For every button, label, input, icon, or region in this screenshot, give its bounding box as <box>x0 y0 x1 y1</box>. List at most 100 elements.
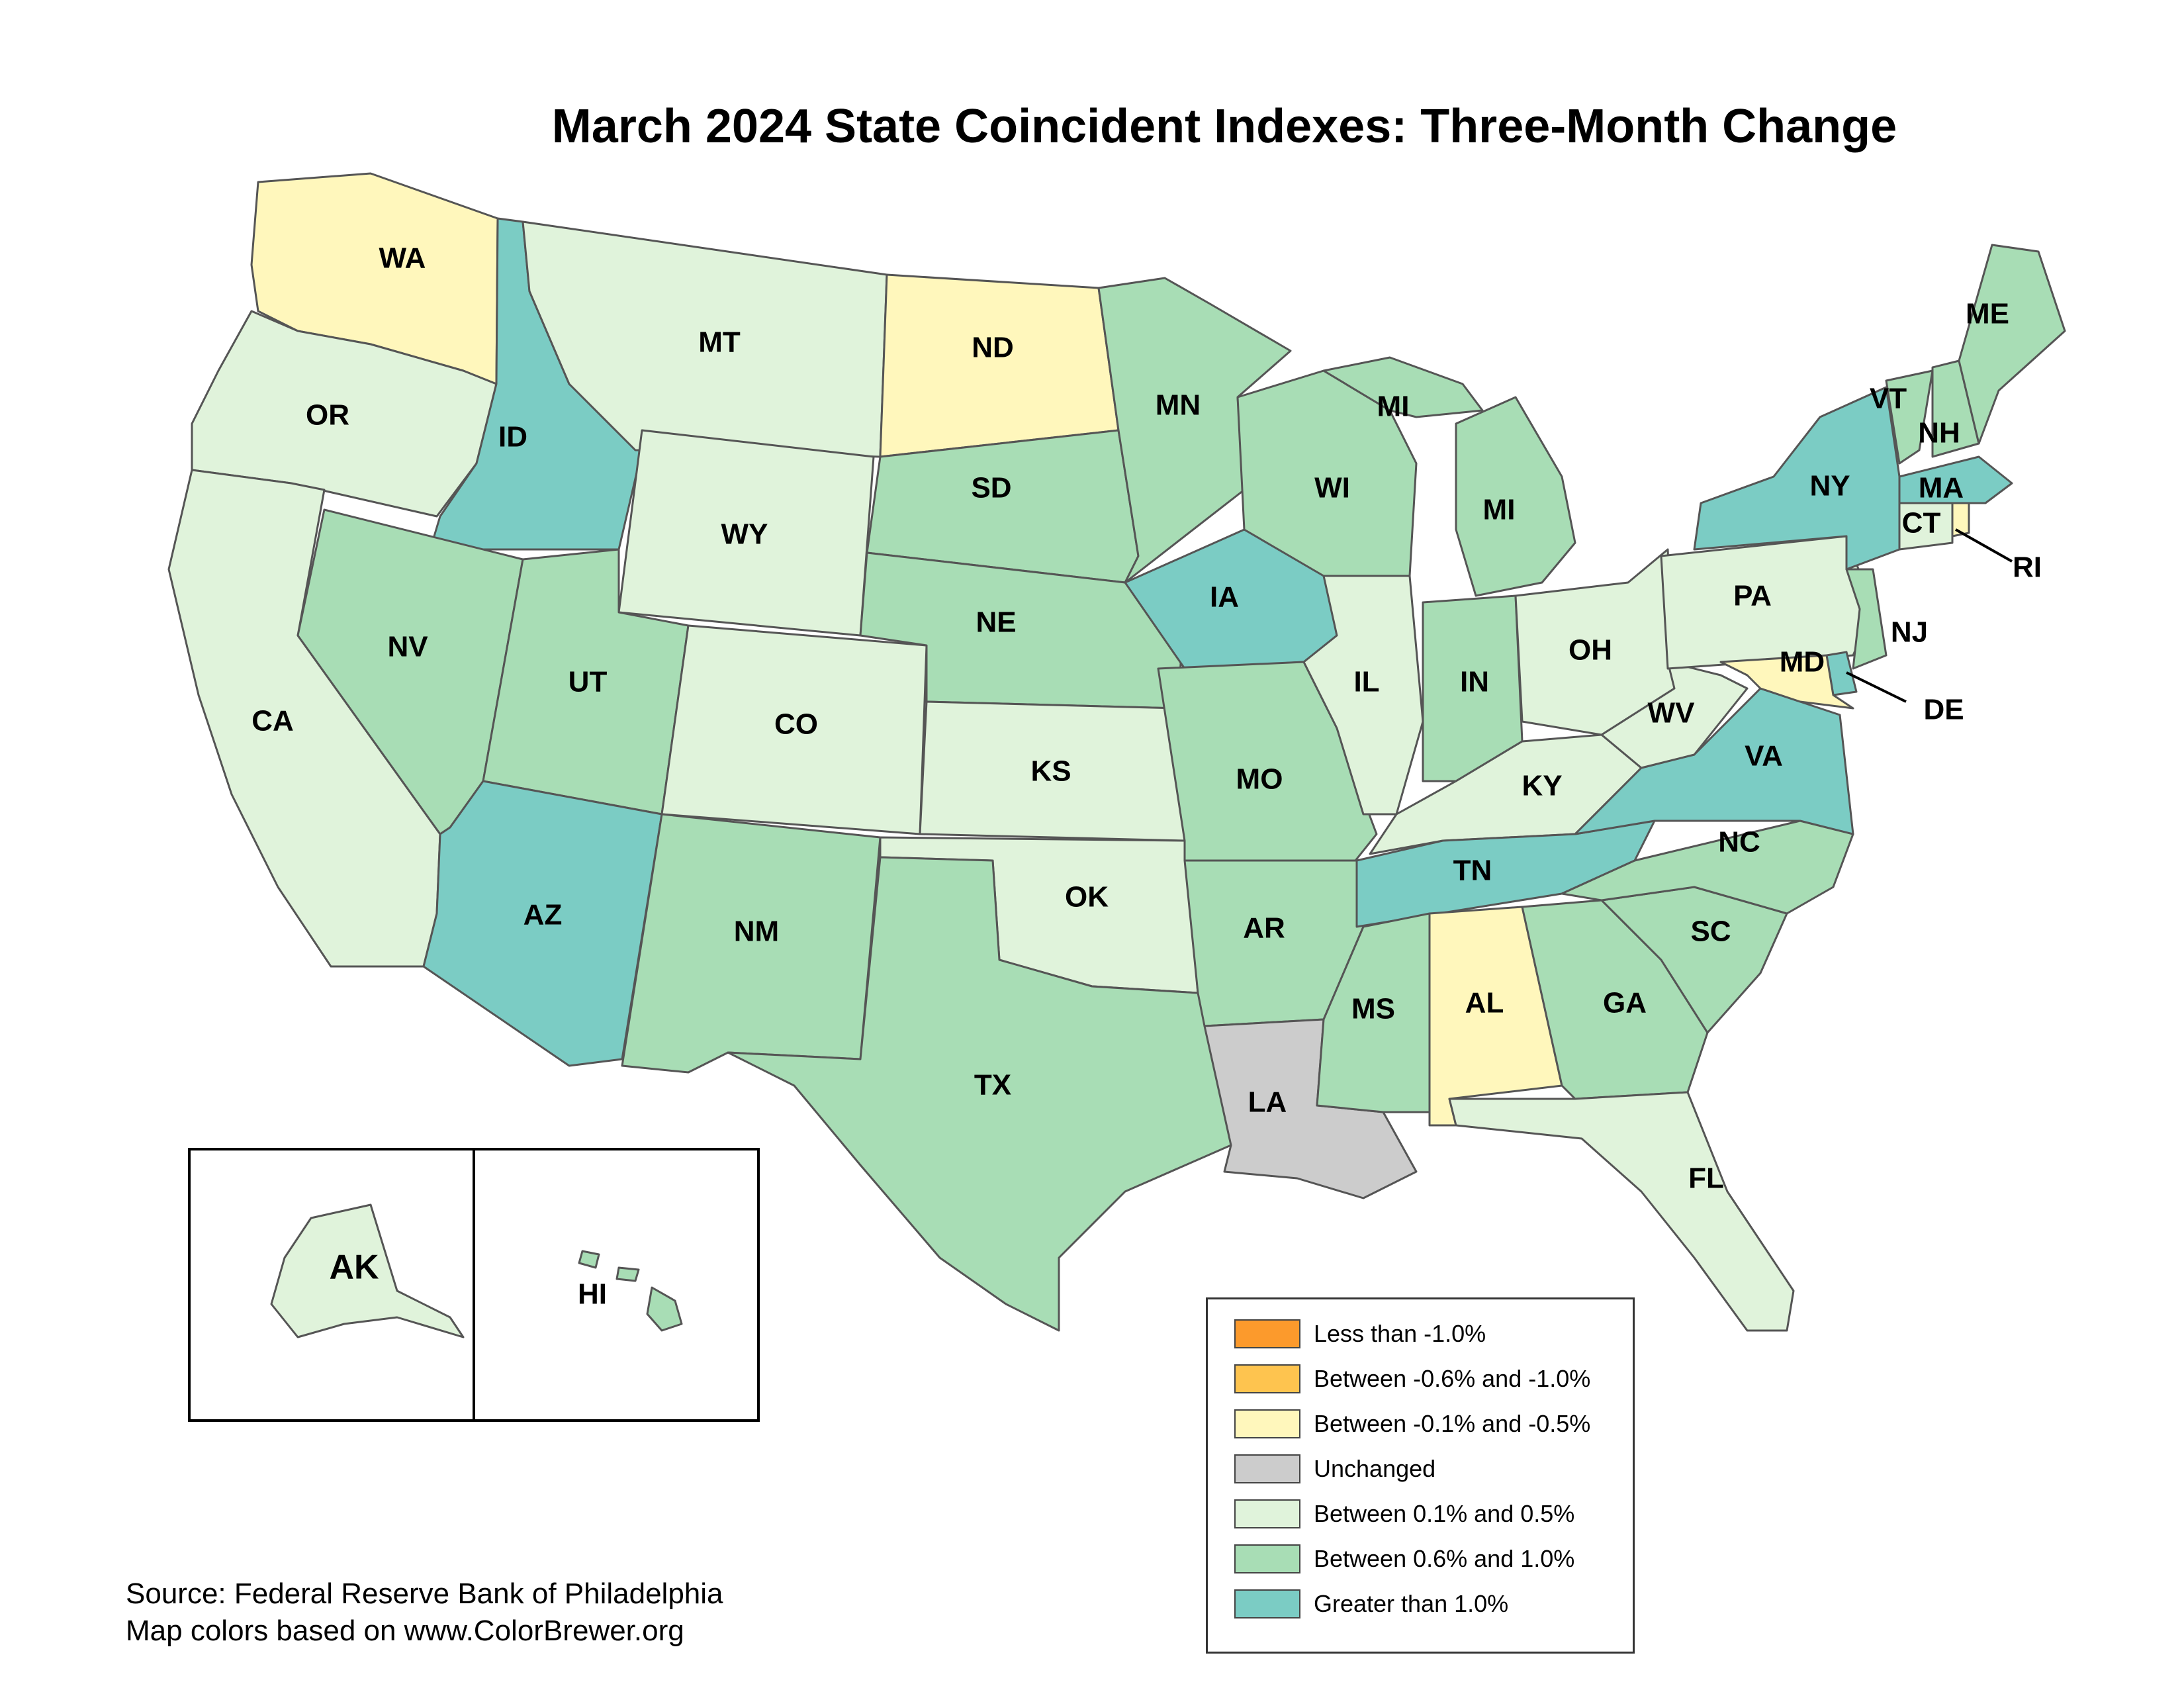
legend-swatch <box>1234 1364 1300 1393</box>
state-label-va: VA <box>1745 740 1783 773</box>
source-line: Source: Federal Reserve Bank of Philadel… <box>126 1577 723 1610</box>
state-label-ia: IA <box>1210 581 1239 614</box>
state-label-al: AL <box>1465 987 1504 1019</box>
hawaii-inset-box <box>473 1148 760 1422</box>
state-label-ut: UT <box>569 666 608 698</box>
legend-swatch <box>1234 1499 1300 1528</box>
state-label-ms: MS <box>1351 993 1395 1025</box>
state-md <box>1719 654 1854 710</box>
state-tx <box>727 856 1232 1332</box>
state-label-md: MD <box>1780 646 1825 679</box>
state-mi <box>1322 356 1484 418</box>
state-label-ok: OK <box>1065 881 1109 914</box>
leader-lines <box>1846 528 2013 703</box>
states-layer <box>167 172 2066 1338</box>
legend: Less than -1.0% Between -0.6% and -1.0% … <box>1206 1297 1635 1654</box>
legend-item: Between 0.1% and 0.5% <box>1234 1499 1574 1528</box>
leader-line-de <box>1846 671 1907 703</box>
legend-swatch <box>1234 1409 1300 1438</box>
state-label-de: DE <box>1923 694 1964 726</box>
state-label-sc: SC <box>1690 915 1731 948</box>
state-label-ri: RI <box>2013 551 2042 584</box>
legend-label: Unchanged <box>1314 1455 1436 1482</box>
state-wv <box>1600 661 1749 769</box>
state-label-ny: NY <box>1809 470 1850 502</box>
state-label-mn: MN <box>1156 389 1201 422</box>
legend-label: Less than -1.0% <box>1314 1320 1486 1347</box>
legend-label: Between -0.1% and -0.5% <box>1314 1410 1591 1437</box>
state-label-mi: MI <box>1377 391 1410 423</box>
state-label-mo: MO <box>1236 763 1283 796</box>
state-label-az: AZ <box>523 899 563 931</box>
state-nc <box>1561 820 1854 915</box>
legend-label: Between 0.1% and 0.5% <box>1314 1500 1575 1527</box>
legend-swatch <box>1234 1544 1300 1573</box>
state-label-wa: WA <box>379 242 426 275</box>
source-line: Map colors based on www.ColorBrewer.org <box>126 1615 684 1647</box>
map-title: March 2024 State Coincident Indexes: Thr… <box>551 100 1897 153</box>
state-mi <box>1455 396 1576 597</box>
legend-swatch <box>1234 1454 1300 1483</box>
state-hi <box>578 1250 683 1332</box>
state-label-mi: MI <box>1483 494 1516 526</box>
state-label-ak: AK <box>329 1248 379 1287</box>
state-label-ga: GA <box>1603 987 1647 1019</box>
leader-line-ri <box>1955 528 2013 563</box>
state-ak <box>270 1203 465 1338</box>
state-label-nc: NC <box>1718 826 1760 859</box>
state-vt <box>1885 369 1934 465</box>
state-label-sd: SD <box>971 472 1011 504</box>
state-label-il: IL <box>1353 666 1379 698</box>
state-label-or: OR <box>306 399 349 432</box>
state-label-me: ME <box>1966 298 2009 330</box>
state-label-nd: ND <box>972 332 1014 364</box>
labels-layer: WA OR CA ID NV MT WY UT AZ CO NM ND SD NE KS OK TX MN IA MO… <box>251 242 2042 1311</box>
state-label-nh: NH <box>1918 417 1960 449</box>
state-label-oh: OH <box>1569 634 1612 667</box>
state-label-nm: NM <box>734 915 779 948</box>
state-nd <box>879 273 1120 458</box>
legend-item: Less than -1.0% <box>1234 1319 1486 1348</box>
legend-item: Greater than 1.0% <box>1234 1589 1508 1618</box>
legend-swatch <box>1234 1589 1300 1618</box>
legend-label: Between -0.6% and -1.0% <box>1314 1365 1591 1392</box>
state-label-ky: KY <box>1522 770 1562 802</box>
legend-item: Between -0.1% and -0.5% <box>1234 1409 1590 1438</box>
state-label-wv: WV <box>1648 697 1696 729</box>
state-label-nv: NV <box>387 631 428 663</box>
state-label-pa: PA <box>1733 580 1772 612</box>
state-label-vt: VT <box>1870 383 1907 415</box>
state-me <box>1958 244 2066 445</box>
state-label-ct: CT <box>1902 507 1941 539</box>
state-label-hi: HI <box>578 1278 607 1311</box>
state-label-wi: WI <box>1314 472 1350 504</box>
state-label-ne: NE <box>976 606 1016 639</box>
legend-item: Between -0.6% and -1.0% <box>1234 1364 1590 1393</box>
legend-item: Between 0.6% and 1.0% <box>1234 1544 1574 1573</box>
state-label-ar: AR <box>1243 912 1285 945</box>
state-label-tx: TX <box>974 1069 1011 1102</box>
state-label-id: ID <box>498 421 527 453</box>
state-fl <box>1448 1091 1795 1332</box>
legend-label: Between 0.6% and 1.0% <box>1314 1545 1575 1572</box>
state-label-tn: TN <box>1453 855 1492 887</box>
state-ma <box>1898 455 2013 504</box>
state-ct <box>1898 502 1954 551</box>
state-label-co: CO <box>774 708 818 741</box>
state-label-fl: FL <box>1688 1162 1724 1195</box>
state-nj <box>1845 568 1888 670</box>
state-label-ca: CA <box>251 705 294 737</box>
state-label-ks: KS <box>1030 755 1071 788</box>
state-label-mt: MT <box>698 326 741 359</box>
source-note: Source: Federal Reserve Bank of Philadel… <box>126 1575 723 1650</box>
state-label-nj: NJ <box>1891 616 1928 649</box>
state-or <box>191 310 498 518</box>
state-label-la: LA <box>1248 1086 1287 1119</box>
state-label-wy: WY <box>721 518 768 551</box>
legend-label: Greater than 1.0% <box>1314 1590 1509 1617</box>
state-il <box>1302 575 1424 816</box>
legend-swatch <box>1234 1319 1300 1348</box>
state-label-in: IN <box>1460 666 1489 698</box>
legend-item: Unchanged <box>1234 1454 1435 1483</box>
